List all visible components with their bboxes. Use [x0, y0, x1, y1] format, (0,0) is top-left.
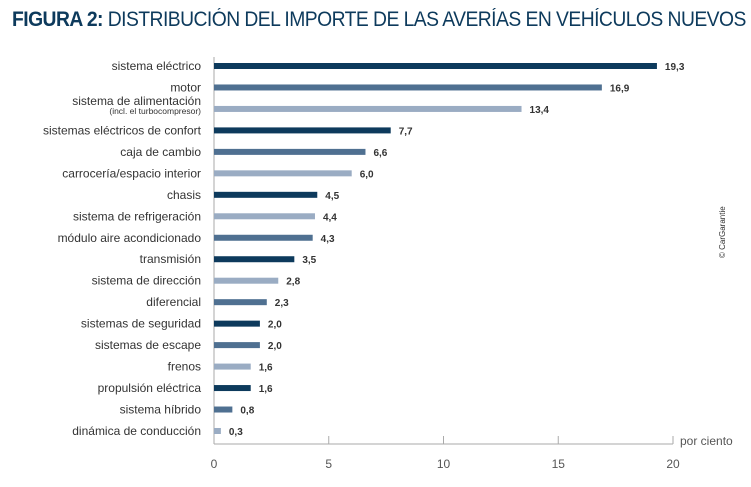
category-label: diferencial — [146, 295, 201, 309]
data-label: 2,0 — [268, 320, 282, 331]
bar — [214, 277, 279, 284]
bar — [214, 299, 267, 306]
data-label: 4,3 — [321, 234, 335, 245]
x-axis-label: por ciento — [680, 434, 733, 448]
category-label: sistemas de seguridad — [81, 317, 201, 331]
category-label: caja de cambio — [120, 145, 201, 159]
category-label: sistema de dirección — [92, 274, 201, 288]
category-label: carrocería/espacio interior — [62, 166, 201, 180]
bar — [214, 406, 233, 413]
bar — [214, 427, 221, 434]
category-label: módulo aire acondicionado — [58, 231, 202, 245]
category-label: sistemas de escape — [95, 338, 201, 352]
bar — [214, 170, 352, 177]
bar — [214, 148, 366, 155]
category-label: sistema eléctrico — [112, 59, 202, 73]
data-label: 2,8 — [286, 277, 300, 288]
bar — [214, 63, 657, 69]
category-label: sistema de refrigeración — [73, 209, 201, 223]
data-label: 6,0 — [360, 169, 374, 180]
data-label: 1,6 — [259, 363, 273, 374]
figure-number: FIGURA 2: — [12, 8, 103, 31]
bar — [214, 342, 260, 349]
bar — [214, 191, 318, 198]
x-tick-label: 0 — [211, 457, 218, 471]
bar — [214, 213, 315, 220]
category-label: sistemas eléctricos de confort — [43, 123, 202, 137]
title-text: DISTRIBUCIÓN DEL IMPORTE DE LAS AVERÍAS … — [107, 8, 747, 31]
x-tick-label: 20 — [666, 457, 680, 471]
category-label: chasis — [167, 188, 201, 202]
bar — [214, 385, 251, 392]
bar — [214, 363, 251, 370]
data-label: 13,4 — [530, 105, 550, 116]
category-label: motor — [170, 80, 201, 94]
bar — [214, 127, 391, 134]
data-label: 3,5 — [302, 255, 316, 266]
data-label: 0,3 — [229, 427, 243, 438]
category-label: propulsión eléctrica — [98, 381, 202, 395]
category-label: transmisión — [140, 252, 201, 266]
data-label: 6,6 — [373, 148, 387, 159]
data-label: 4,5 — [325, 191, 339, 202]
category-sublabel: (incl. el turbocompresor) — [109, 106, 201, 116]
data-label: 7,7 — [399, 126, 413, 137]
data-label: 16,9 — [610, 83, 630, 94]
data-label: 19,3 — [665, 62, 685, 73]
bar — [214, 105, 522, 112]
x-tick-label: 10 — [437, 457, 451, 471]
x-tick-label: 15 — [552, 457, 566, 471]
category-label: sistema híbrido — [120, 403, 202, 417]
category-label: sistema de alimentación — [72, 94, 201, 108]
x-tick-label: 5 — [325, 457, 332, 471]
data-label: 1,6 — [259, 384, 273, 395]
data-label: 4,4 — [323, 212, 337, 223]
bar — [214, 84, 602, 91]
data-label: 2,0 — [268, 341, 282, 352]
bar — [214, 320, 260, 327]
category-label: frenos — [168, 360, 201, 374]
bar — [214, 256, 295, 263]
bar — [214, 234, 313, 241]
data-label: 0,8 — [240, 406, 254, 417]
chart-title: FIGURA 2: DISTRIBUCIÓN DEL IMPORTE DE LA… — [12, 8, 746, 32]
data-label: 2,3 — [275, 298, 289, 309]
copyright-note: © CarGarantie — [718, 206, 727, 258]
category-label: dinámica de conducción — [72, 424, 201, 438]
